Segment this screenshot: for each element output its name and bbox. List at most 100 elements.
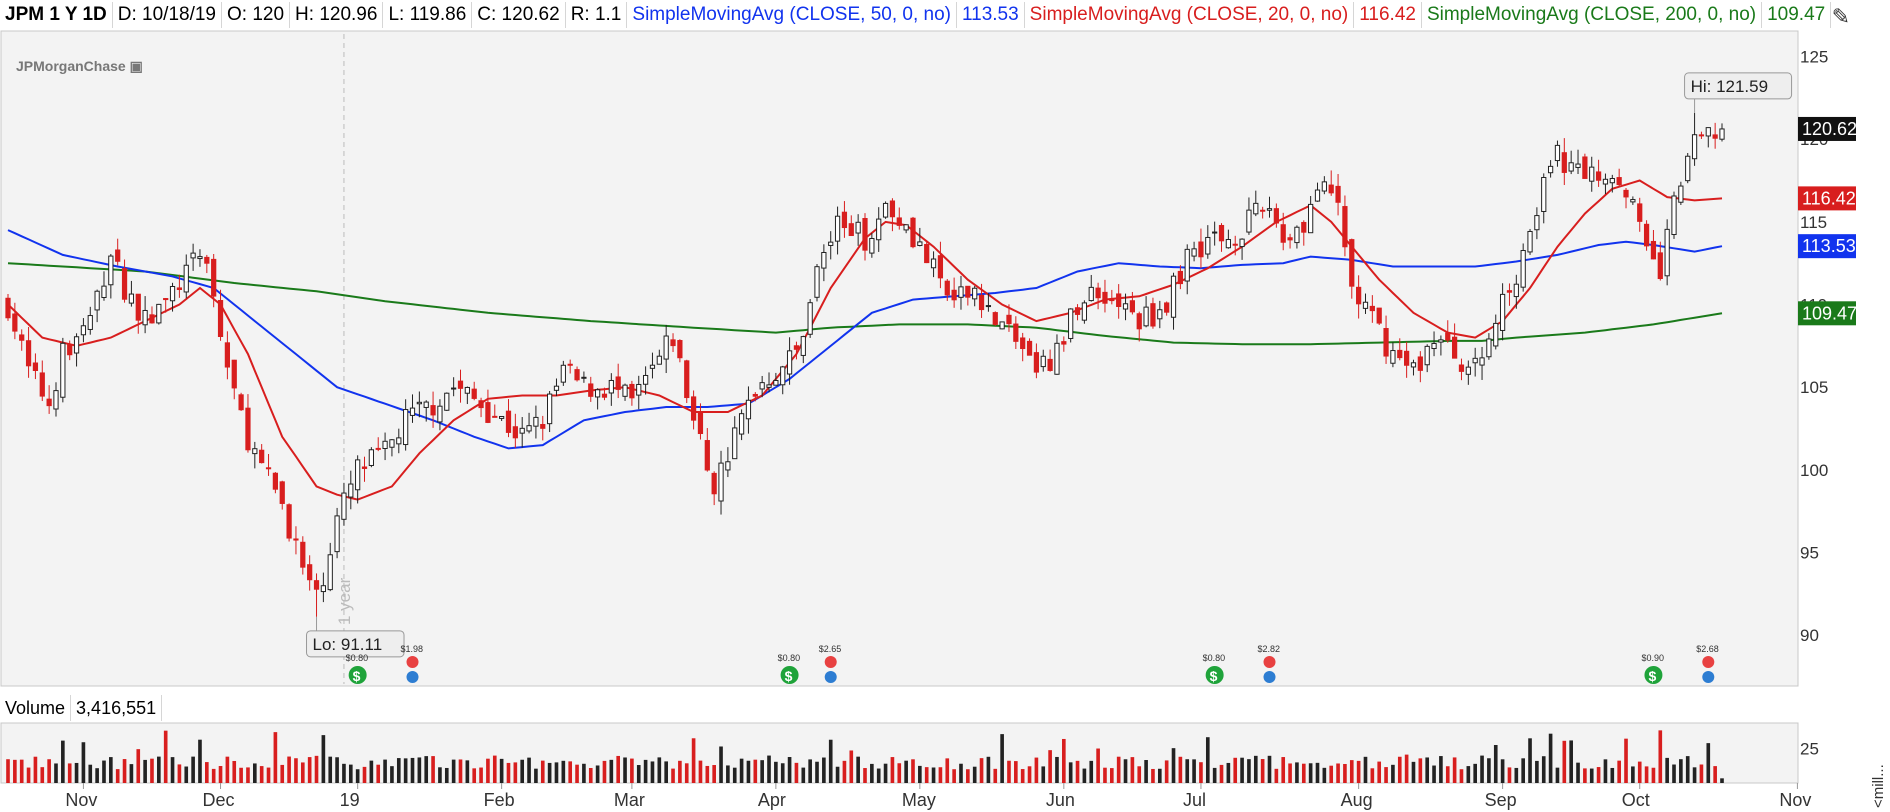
candle-body xyxy=(745,399,752,420)
high-callout: Hi: 121.59 xyxy=(1684,72,1793,113)
candle-body xyxy=(1712,134,1718,139)
volume-bar xyxy=(369,760,374,783)
callout-label: Hi: 121.59 xyxy=(1691,77,1769,96)
earnings-marker[interactable]: $2.68 xyxy=(1696,644,1719,683)
volume-bar xyxy=(1247,759,1251,783)
volume-bar xyxy=(1109,768,1114,783)
volume-bar xyxy=(986,756,991,783)
dividend-marker[interactable]: $0.80 $ xyxy=(1203,653,1226,684)
volume-bar xyxy=(40,767,45,783)
volume-bar xyxy=(575,764,579,783)
dividend-icon xyxy=(1205,666,1224,684)
volume-bar xyxy=(547,762,552,783)
volume-bar xyxy=(1164,760,1169,783)
price-tick-label: 105 xyxy=(1800,378,1828,397)
candle-body xyxy=(464,386,470,394)
candle-body xyxy=(307,564,313,581)
volume-bar xyxy=(19,759,24,783)
quote-header: JPM 1 Y 1D D: 10/18/19 O: 120 H: 120.96 … xyxy=(0,0,1832,30)
ma20-study-label[interactable]: SimpleMovingAvg (CLOSE, 20, 0, no) xyxy=(1025,2,1355,28)
volume-bar xyxy=(1699,764,1704,783)
earnings-marker[interactable]: $2.82 xyxy=(1258,644,1281,683)
volume-bar xyxy=(1548,733,1553,783)
candle-body xyxy=(451,387,457,390)
dividend-marker[interactable]: $0.90 $ xyxy=(1641,653,1664,684)
events[interactable]: $0.80 $ $0.80 $ $0.80 $ $0.90 $ $1.98 $2.65 $2.82 $… xyxy=(346,644,1719,684)
volume-bar xyxy=(595,765,600,783)
volume-bar xyxy=(486,758,490,783)
x-tick-label: Dec xyxy=(203,790,235,810)
volume-bar xyxy=(492,755,497,783)
earnings-marker[interactable]: $2.65 xyxy=(819,644,842,683)
volume-bar xyxy=(410,757,415,783)
ma50-study-label[interactable]: SimpleMovingAvg (CLOSE, 50, 0, no) xyxy=(627,2,957,28)
range-label: R: 1.1 xyxy=(566,2,628,28)
volume-bar xyxy=(1397,756,1402,783)
candle-body xyxy=(615,376,621,390)
candle-body xyxy=(94,290,100,311)
volume-bar xyxy=(115,769,120,783)
dividend-icon xyxy=(1644,666,1663,684)
price-tag-box xyxy=(1798,186,1856,211)
volume-bar xyxy=(129,764,134,783)
candle-body xyxy=(1273,208,1279,224)
volume-bar xyxy=(1370,768,1375,783)
volume-bar xyxy=(479,767,483,783)
earnings-marker[interactable]: $1.98 xyxy=(401,644,424,683)
dividend-marker[interactable]: $0.80 $ xyxy=(346,653,369,684)
candle-body xyxy=(766,384,772,388)
candle-body xyxy=(259,449,265,464)
candle-body xyxy=(1493,322,1499,347)
ma200-value: 109.47 xyxy=(1762,2,1832,28)
volume-bar xyxy=(61,740,65,783)
candle-body xyxy=(807,302,813,335)
volume-bar xyxy=(630,758,634,783)
ma200-line xyxy=(7,262,1723,346)
volume-bar xyxy=(1583,768,1587,783)
candle-body xyxy=(80,325,87,336)
ma200-study-label[interactable]: SimpleMovingAvg (CLOSE, 200, 0, no) xyxy=(1422,2,1763,28)
candle-body xyxy=(670,339,676,347)
volume-bar xyxy=(1137,766,1142,783)
volume-bar xyxy=(1692,767,1697,783)
drawing-tool-icon[interactable]: ✎ xyxy=(1831,4,1850,29)
volume-bar xyxy=(1075,760,1080,783)
candle-body xyxy=(780,366,786,386)
volume-bar xyxy=(842,760,847,783)
volume-bar xyxy=(1555,767,1560,783)
candle-body xyxy=(53,390,59,410)
volume-bar xyxy=(506,762,511,783)
candle-body xyxy=(1671,195,1677,236)
candle-body xyxy=(499,415,505,419)
symbol-label[interactable]: JPM 1 Y 1D xyxy=(0,2,113,28)
dividend-marker[interactable]: $0.80 $ xyxy=(778,653,801,684)
candle-body xyxy=(882,202,889,218)
candle-body xyxy=(999,321,1005,330)
volume-bar xyxy=(897,763,902,783)
candle-body xyxy=(176,287,183,291)
candle-body xyxy=(1164,302,1170,313)
volume-bar xyxy=(1576,762,1580,783)
volume-bar xyxy=(774,761,778,783)
volume-bar xyxy=(13,759,17,783)
candle-body xyxy=(732,427,738,460)
earnings-icon xyxy=(1263,656,1276,668)
volume-bar xyxy=(863,768,867,783)
candle-body xyxy=(869,238,875,254)
candle-body xyxy=(1342,206,1348,248)
candle-body xyxy=(142,309,148,326)
candle-body xyxy=(416,401,422,405)
volume-bar xyxy=(273,732,278,783)
earnings-info-icon xyxy=(406,671,419,683)
candle-body xyxy=(1301,221,1307,233)
volume-bar xyxy=(904,760,908,783)
candle-body xyxy=(149,314,155,324)
candle-body xyxy=(622,384,628,397)
volume-bar xyxy=(122,759,127,783)
volume-bar xyxy=(1144,760,1148,783)
candle-body xyxy=(1266,208,1273,211)
volume-bar xyxy=(246,767,250,783)
volume-bar xyxy=(890,757,895,783)
volume-bar xyxy=(184,766,189,783)
